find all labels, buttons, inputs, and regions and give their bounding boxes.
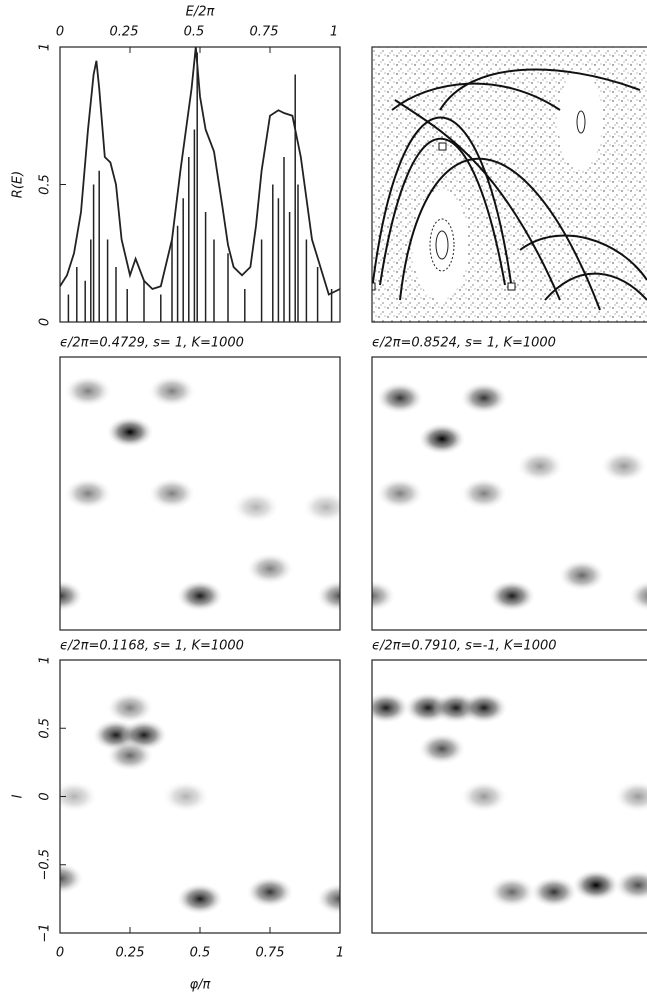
x-tick-label: 0.5 (184, 25, 205, 40)
y-tick-label: −0.5 (38, 849, 53, 881)
x-axis-label: E/2π (186, 5, 215, 20)
density-blob (418, 732, 466, 765)
panel-title: ϵ/2π=0.7910, s=-1, K=1000 (372, 639, 557, 654)
phase-frame (371, 46, 647, 323)
x-tick-label: 0.75 (250, 25, 279, 40)
y-axis-label: I (11, 794, 26, 798)
density-blob (558, 559, 606, 592)
density-blob (246, 876, 294, 909)
frame (371, 356, 647, 631)
x-tick-label: 1 (330, 25, 338, 40)
panel-title: ϵ/2π=0.1168, s= 1, K=1000 (60, 639, 244, 654)
density-blob (372, 691, 410, 724)
x-tick-label: 0.25 (116, 946, 145, 961)
density-blob (60, 579, 84, 612)
density-panel (372, 691, 647, 909)
density-blob (106, 691, 154, 724)
y-tick-label: 0.5 (38, 174, 53, 195)
density-blob (460, 381, 508, 414)
frame (59, 356, 341, 631)
density-blob (316, 579, 340, 612)
density-blob (530, 876, 578, 909)
phase-space-panel (372, 47, 647, 322)
density-blob (302, 491, 340, 524)
frame (371, 659, 647, 934)
density-blob (572, 869, 620, 902)
envelope-curve (59, 46, 341, 296)
x-axis-label: φ/π (190, 978, 211, 993)
density-blob (488, 579, 536, 612)
density-blob (60, 862, 84, 895)
density-blob (162, 780, 210, 813)
density-blob (460, 780, 508, 813)
density-blob (176, 579, 224, 612)
y-tick-label: 1 (38, 656, 53, 664)
density-blob (176, 882, 224, 915)
x-tick-label: 0 (56, 946, 64, 961)
y-tick-label: −1 (38, 923, 53, 942)
density-blob (60, 780, 98, 813)
x-tick-label: 0.5 (190, 946, 211, 961)
y-axis-label: R(E) (11, 171, 26, 198)
density-blob (316, 882, 340, 915)
density-blob (614, 780, 647, 813)
y-tick-label: 0.5 (38, 718, 53, 739)
density-blob (106, 739, 154, 772)
x-tick-label: 0 (56, 25, 64, 40)
density-panel (60, 691, 340, 915)
density-blob (246, 552, 294, 585)
panel-title: ϵ/2π=0.4729, s= 1, K=1000 (60, 336, 244, 351)
y-tick-label: 1 (38, 43, 53, 51)
density-blob (148, 477, 196, 510)
density-blob (488, 876, 536, 909)
density-blob (614, 869, 647, 902)
density-blob (600, 450, 647, 483)
density-blob (232, 491, 280, 524)
density-panel (60, 375, 340, 612)
density-blob (460, 477, 508, 510)
panel-title: ϵ/2π=0.8524, s= 1, K=1000 (372, 336, 556, 351)
density-blob (106, 416, 154, 449)
x-tick-label: 1 (336, 946, 344, 961)
density-blob (418, 422, 466, 455)
y-tick-label: 0 (38, 318, 53, 326)
density-panel (372, 381, 647, 612)
density-blob (64, 477, 112, 510)
density-blob (376, 477, 424, 510)
density-blob (460, 691, 508, 724)
density-blob (148, 375, 196, 408)
density-blob (372, 579, 396, 612)
density-blob (628, 580, 647, 612)
density-blob (516, 450, 564, 483)
y-tick-label: 0 (38, 792, 53, 800)
density-blob (376, 381, 424, 414)
x-tick-label: 0.75 (256, 946, 285, 961)
density-blob (64, 375, 112, 408)
x-tick-label: 0.25 (110, 25, 139, 40)
